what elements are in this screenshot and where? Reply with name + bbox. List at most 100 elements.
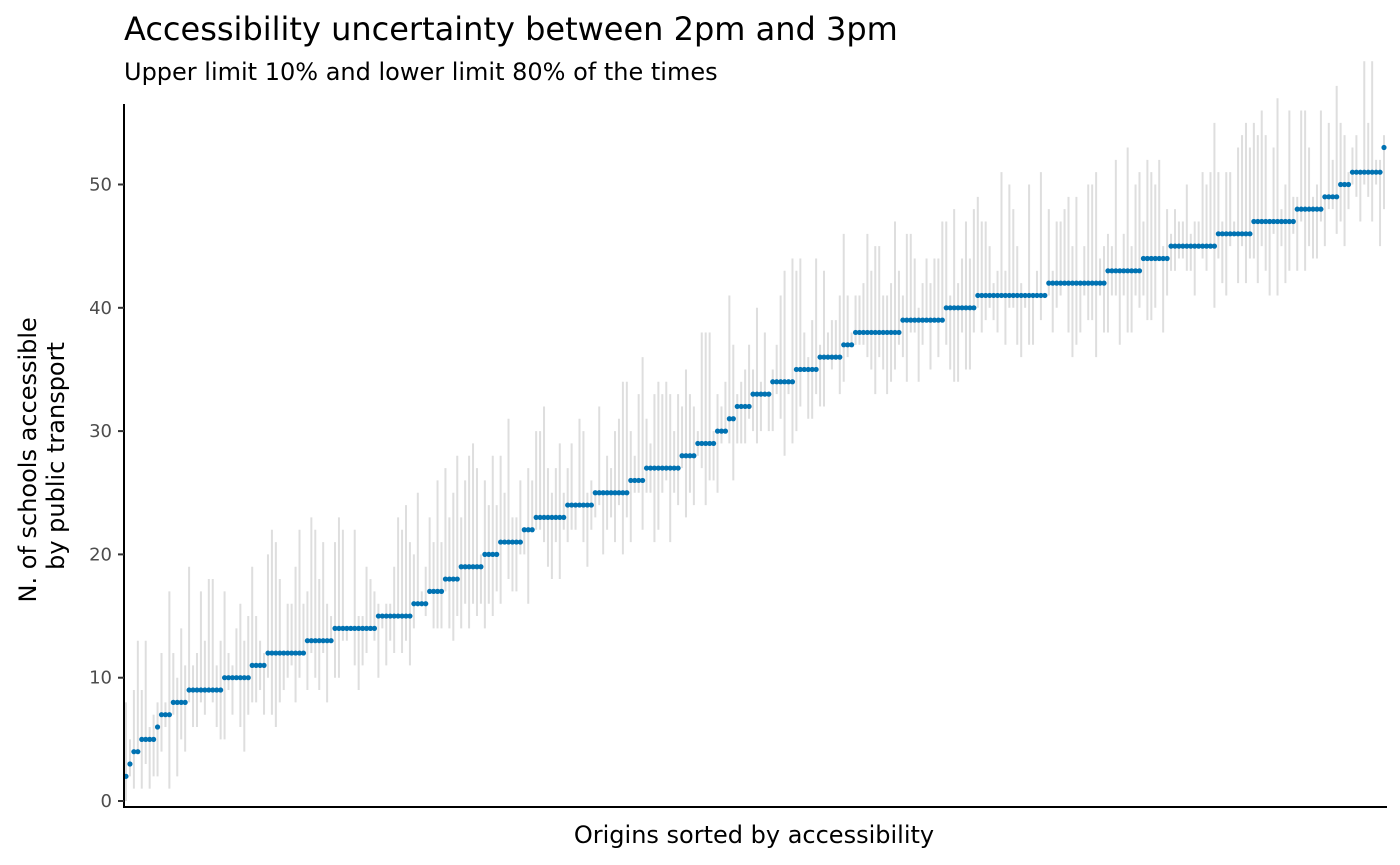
y-axis-title-line-2: by public transport	[42, 342, 70, 570]
median-point	[427, 588, 433, 594]
median-point	[210, 687, 216, 693]
median-point	[501, 539, 508, 545]
median-point	[360, 625, 366, 631]
median-point	[379, 613, 385, 619]
median-point	[797, 366, 803, 373]
median-point	[1002, 292, 1009, 299]
median-point	[1085, 280, 1091, 286]
median-point	[1274, 218, 1281, 225]
median-point	[399, 613, 405, 619]
median-point	[987, 292, 993, 299]
median-point	[296, 650, 303, 656]
median-point	[245, 675, 251, 681]
median-point	[1365, 169, 1371, 175]
median-point	[710, 440, 717, 447]
median-point	[218, 687, 224, 693]
median-point	[194, 687, 200, 693]
median-point	[1125, 268, 1131, 274]
median-point	[912, 317, 918, 323]
median-point	[695, 440, 701, 447]
median-point	[1310, 206, 1316, 212]
median-point	[569, 502, 575, 508]
median-point	[659, 465, 665, 471]
median-point	[1290, 218, 1296, 225]
median-point	[166, 712, 172, 718]
median-point	[415, 601, 421, 607]
median-point	[1338, 181, 1344, 188]
median-point	[781, 379, 788, 385]
median-point	[253, 662, 259, 668]
median-point	[699, 440, 705, 447]
median-point	[1188, 243, 1194, 249]
median-point	[801, 366, 807, 373]
median-point	[174, 699, 180, 705]
median-point	[620, 490, 626, 496]
median-point	[1302, 206, 1308, 212]
median-point	[1034, 292, 1040, 299]
median-point	[553, 514, 559, 521]
median-point	[1349, 169, 1356, 175]
median-point	[352, 625, 358, 631]
median-point	[292, 650, 299, 656]
median-point	[1196, 243, 1202, 249]
median-point	[257, 662, 263, 668]
median-point	[1334, 194, 1340, 200]
median-point	[1148, 255, 1154, 262]
median-point	[1223, 231, 1229, 237]
median-point	[931, 317, 938, 323]
median-point	[1318, 206, 1324, 212]
median-point	[549, 514, 555, 521]
median-point	[249, 662, 255, 668]
median-point	[1018, 292, 1024, 299]
median-point	[1259, 218, 1265, 225]
median-point	[900, 317, 906, 323]
median-point	[651, 465, 658, 471]
median-point	[927, 317, 934, 323]
median-point	[498, 539, 504, 545]
median-point	[939, 317, 945, 323]
median-point	[766, 391, 772, 397]
median-point	[612, 490, 618, 496]
median-point	[1050, 280, 1056, 286]
median-point	[403, 613, 409, 619]
median-point	[1030, 292, 1036, 299]
median-point	[1199, 243, 1206, 249]
median-point	[990, 292, 997, 299]
median-point	[1357, 169, 1363, 175]
median-point	[1054, 280, 1060, 286]
median-point	[541, 514, 547, 521]
median-point	[1267, 218, 1273, 225]
median-point	[131, 749, 137, 755]
median-point	[269, 650, 275, 656]
median-point	[955, 305, 961, 311]
median-point	[170, 699, 176, 705]
median-point	[1203, 243, 1210, 249]
median-point	[1314, 206, 1320, 212]
median-point	[746, 403, 752, 410]
median-point	[198, 687, 204, 693]
median-point	[754, 391, 760, 397]
median-point	[1361, 169, 1367, 175]
median-point	[513, 539, 520, 545]
median-point	[1101, 280, 1107, 286]
median-point	[1140, 255, 1147, 262]
median-point	[1117, 268, 1123, 274]
median-point	[856, 329, 863, 336]
median-point	[1073, 280, 1080, 286]
median-point	[1014, 292, 1020, 299]
median-point	[872, 329, 878, 336]
median-point	[1192, 243, 1198, 249]
median-point	[943, 305, 949, 311]
median-point	[884, 329, 890, 336]
median-point	[1121, 268, 1127, 274]
median-point	[896, 329, 902, 336]
median-point	[785, 379, 792, 385]
y-tick-label: 10	[89, 668, 112, 689]
median-point	[1322, 194, 1328, 200]
median-point	[1113, 268, 1119, 274]
median-point	[643, 465, 650, 471]
median-point	[340, 625, 346, 631]
median-point	[1081, 280, 1087, 286]
median-point	[1152, 255, 1158, 262]
median-point	[1239, 231, 1245, 237]
